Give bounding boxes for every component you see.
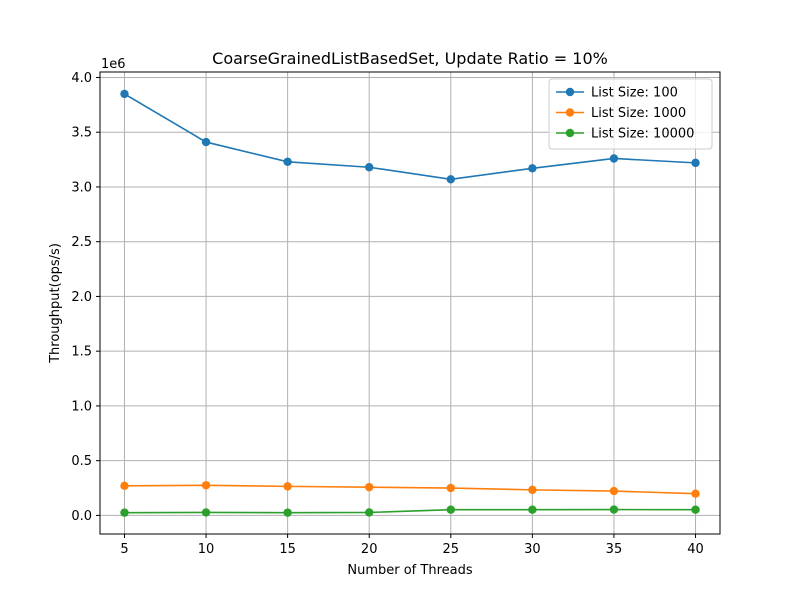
y-tick-label: 3.5	[71, 126, 92, 141]
data-point	[609, 486, 619, 496]
data-point	[365, 482, 374, 492]
legend-marker	[565, 87, 575, 97]
y-tick-label: 1.5	[71, 345, 92, 360]
y-tick-label: 4.0	[71, 71, 92, 86]
data-point	[609, 505, 619, 514]
data-point	[201, 137, 211, 147]
data-point	[283, 482, 292, 491]
series-line	[124, 508, 696, 514]
data-point	[120, 508, 129, 517]
data-point	[691, 158, 700, 168]
series-2	[120, 481, 700, 498]
x-tick-label: 5	[120, 542, 128, 557]
data-point	[609, 154, 619, 163]
data-point	[528, 485, 537, 495]
data-point	[691, 489, 700, 498]
legend-entry: List Size: 100	[556, 86, 678, 101]
y-axis: 0.0 0.5 1.0 1.5 2.0 2.5 3.0 3.5 4.0	[71, 71, 100, 524]
data-point	[528, 505, 537, 514]
data-point	[446, 483, 455, 493]
data-point	[120, 89, 129, 99]
y-axis-label: Throughput(ops/s)	[48, 243, 63, 364]
y-offset-label: 1e6	[101, 57, 126, 72]
series-layer	[120, 89, 700, 517]
y-tick-label: 2.0	[71, 290, 92, 305]
series-line	[124, 484, 696, 495]
data-point	[365, 163, 374, 172]
legend-marker	[565, 128, 575, 138]
data-point	[283, 157, 292, 166]
data-point	[528, 164, 537, 173]
data-point	[120, 481, 129, 491]
legend-box	[548, 78, 713, 150]
chart-title: CoarseGrainedListBasedSet, Update Ratio …	[212, 49, 608, 68]
series-3	[120, 505, 700, 517]
data-point	[283, 508, 292, 517]
y-tick-label: 0.0	[71, 509, 92, 524]
legend: List Size: 100 List Size: 1000 List Size: …	[548, 78, 713, 150]
x-tick-label: 10	[198, 542, 215, 557]
y-tick-label: 0.5	[71, 454, 92, 469]
data-point	[201, 508, 211, 517]
plot-frame	[99, 71, 721, 535]
x-tick-label: 40	[687, 542, 704, 557]
data-point	[201, 481, 211, 490]
legend-label: List Size: 10000	[591, 127, 694, 142]
legend-label: List Size: 1000	[591, 106, 686, 121]
legend-marker	[565, 108, 575, 117]
x-tick-label: 30	[524, 542, 541, 557]
y-tick-label: 2.5	[71, 235, 92, 250]
x-tick-label: 20	[361, 542, 378, 557]
x-axis-label: Number of Threads	[347, 563, 472, 578]
data-point	[446, 505, 455, 514]
x-axis: 5 10 15 20 25 30 35 40	[120, 534, 704, 557]
legend-entry: List Size: 10000	[556, 127, 694, 142]
y-tick-label: 1.0	[71, 399, 92, 414]
legend-entry: List Size: 1000	[556, 106, 686, 121]
data-point	[365, 508, 374, 517]
x-tick-label: 35	[606, 542, 623, 557]
data-point	[691, 505, 700, 514]
y-tick-label: 3.0	[71, 180, 92, 195]
x-tick-label: 15	[279, 542, 296, 557]
data-point	[446, 175, 455, 184]
series-1	[120, 89, 700, 184]
series-line	[124, 93, 696, 181]
x-tick-label: 25	[443, 542, 460, 557]
legend-label: List Size: 100	[591, 86, 678, 101]
